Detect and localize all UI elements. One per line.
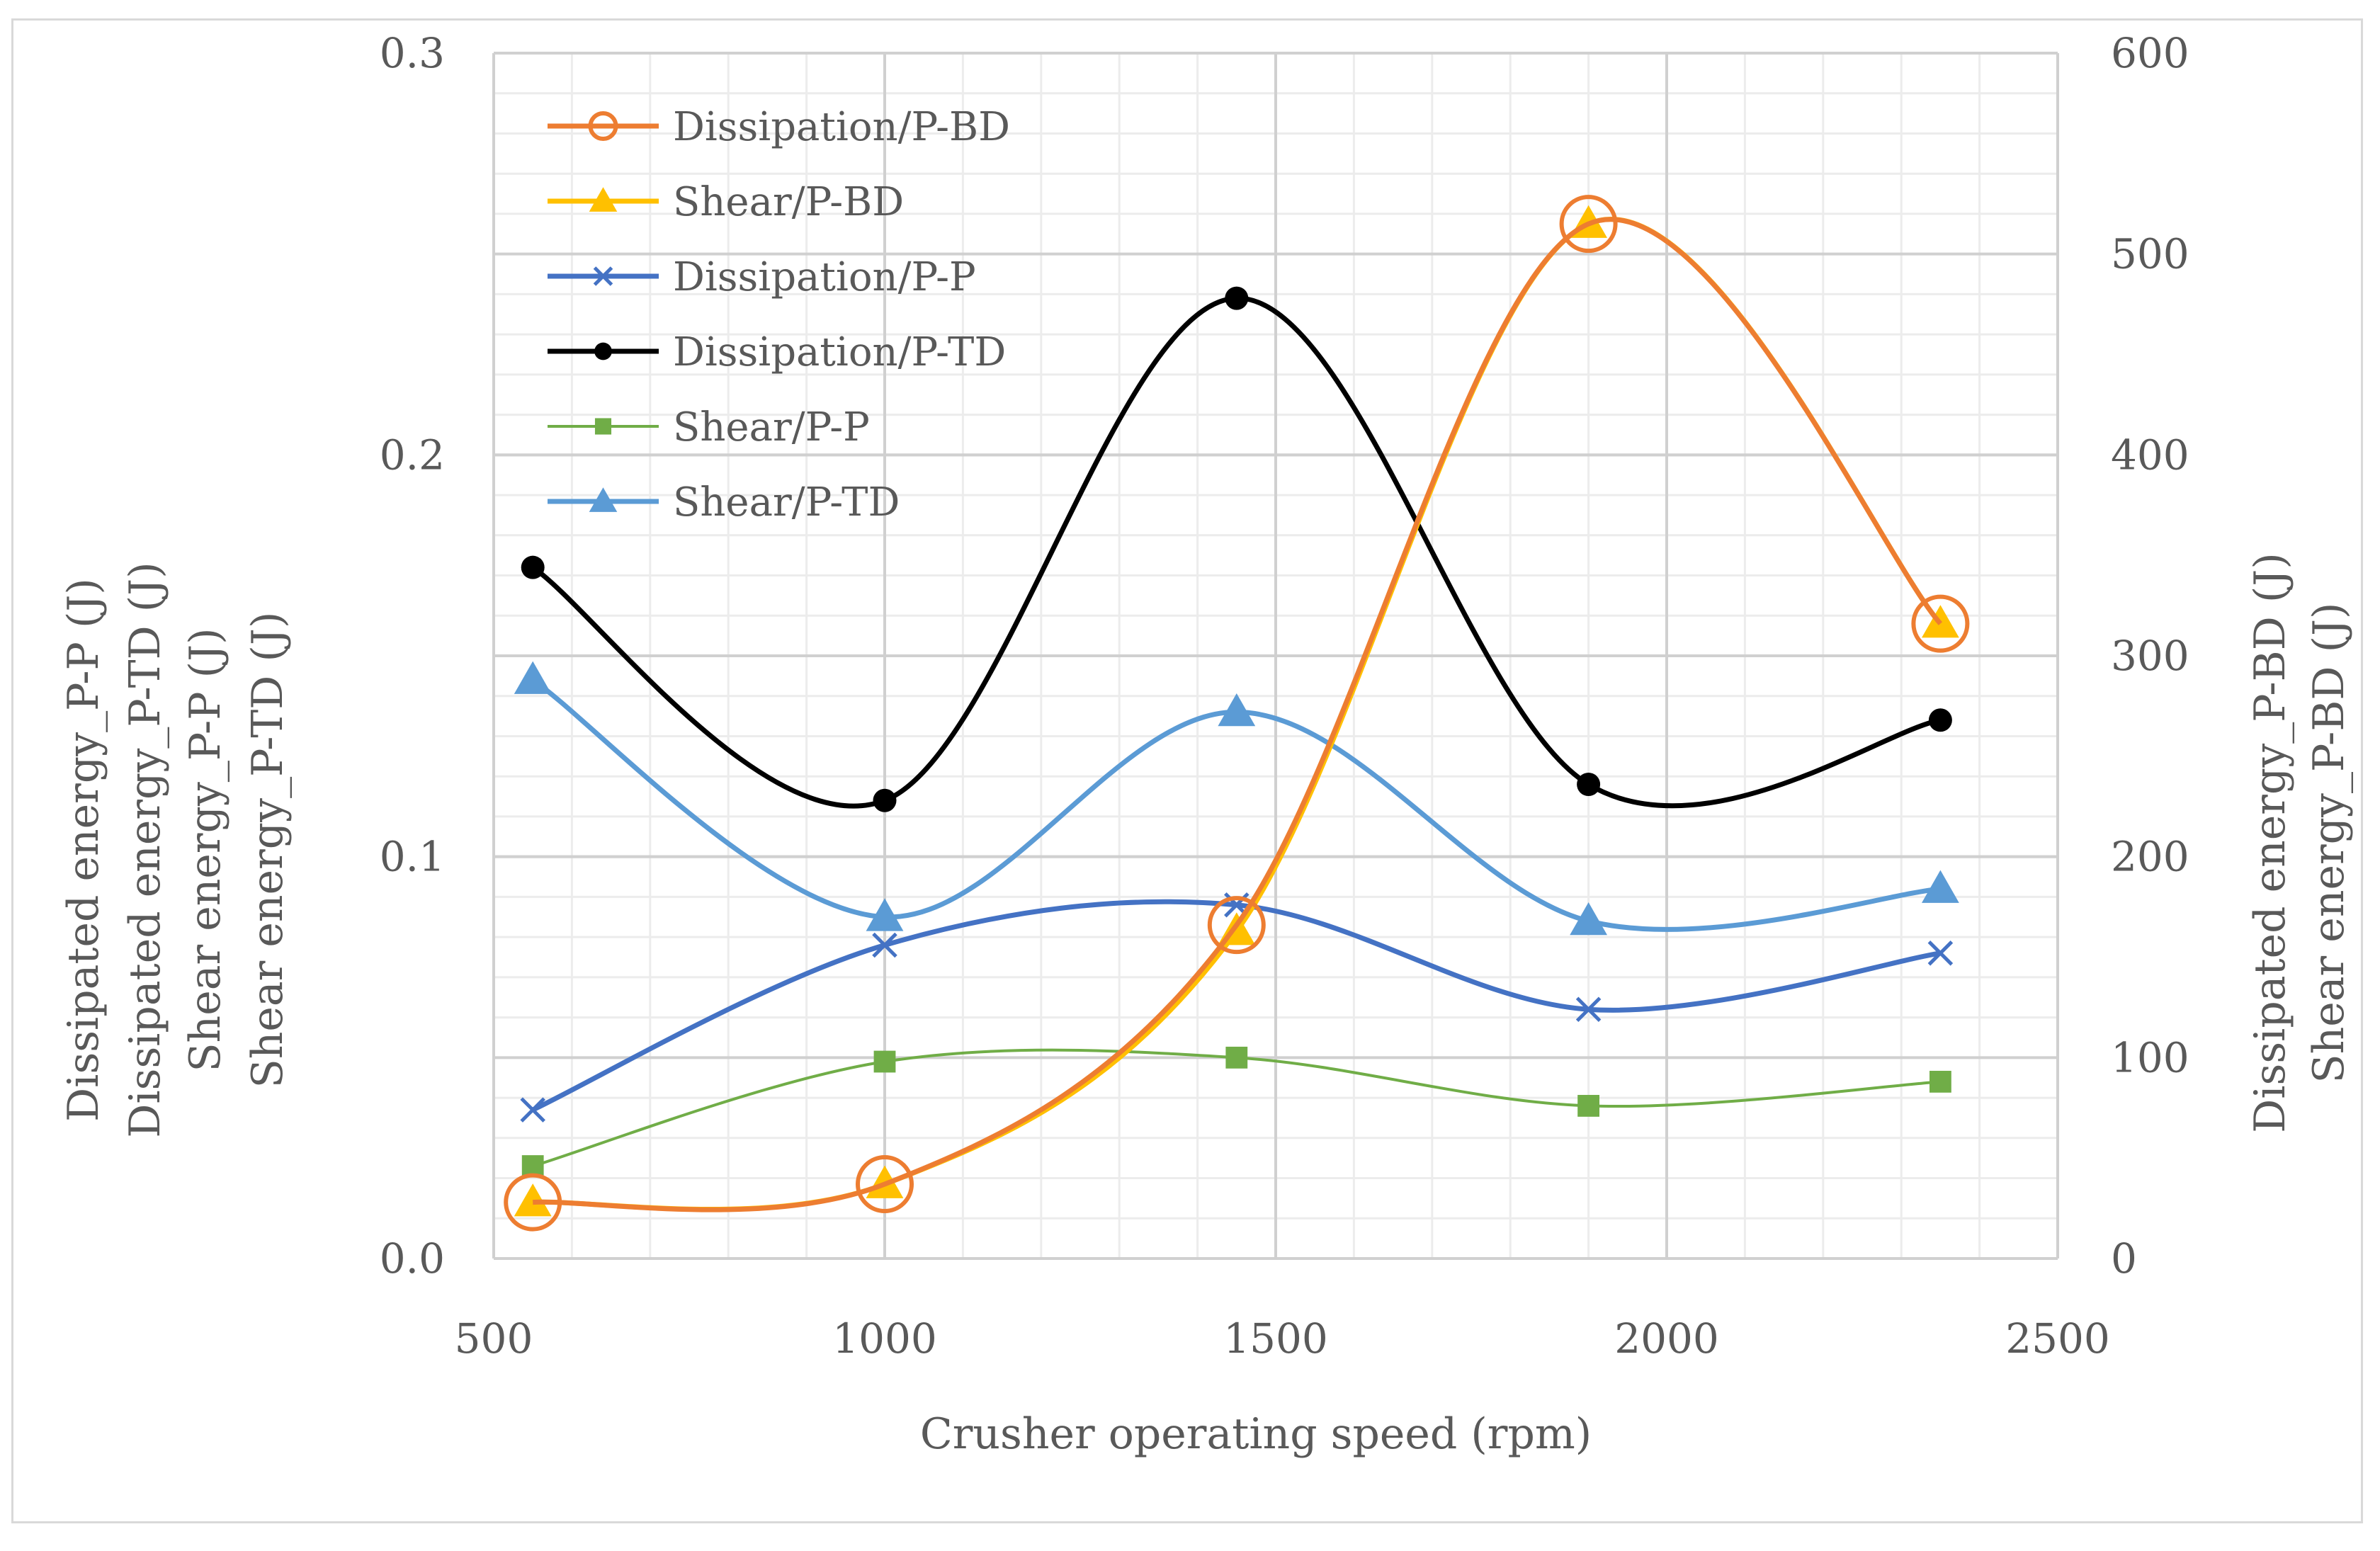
axes: Crusher operating speed (rpm) Dissipated… — [59, 29, 2354, 1459]
left-y-axis-title-3: Shear energy_P-P (J) — [181, 627, 230, 1072]
legend-marker — [589, 187, 618, 212]
series-shear-p-p — [521, 1046, 1951, 1177]
left-y-tick-label: 0.2 — [380, 431, 445, 479]
data-point — [1575, 996, 1602, 1023]
x-tick-label: 2500 — [2005, 1314, 2110, 1363]
left-y-tick-label: 0.0 — [380, 1234, 445, 1283]
series-shear-p-td — [514, 661, 1959, 936]
right-y-tick-label: 200 — [2111, 833, 2189, 881]
data-point — [1928, 708, 1952, 732]
data-point — [856, 1155, 914, 1214]
right-y-axis-title-1: Dissipated energy_P-BD (J) — [2245, 552, 2295, 1133]
legend-item: Dissipation/P-BD — [548, 104, 1010, 150]
legend-item: Shear/P-TD — [548, 479, 900, 525]
legend-item: Dissipation/P-P — [548, 254, 976, 300]
chart-frame — [11, 18, 2363, 1523]
left-y-axis-title-4: Shear energy_P-TD (J) — [243, 612, 293, 1089]
data-point — [514, 661, 552, 694]
x-tick-label: 1500 — [1223, 1314, 1328, 1363]
data-point — [873, 788, 897, 812]
left-y-axis-title-2: Dissipated energy_P-TD (J) — [120, 562, 170, 1137]
series-layer — [504, 195, 1970, 1232]
right-y-tick-label: 0 — [2111, 1234, 2137, 1283]
x-axis-title: Crusher operating speed (rpm) — [920, 1409, 1592, 1459]
legend-label: Dissipation/P-TD — [673, 329, 1006, 375]
legend-label: Shear/P-P — [673, 404, 870, 450]
legend-item: Shear/P-P — [548, 404, 870, 450]
x-marker-stroke — [593, 266, 613, 286]
series-dissipation-p-bd — [504, 195, 1970, 1232]
right-y-axis-title-2: Shear energy_P-BD (J) — [2304, 603, 2354, 1084]
data-point — [504, 1173, 562, 1232]
legend-item: Dissipation/P-TD — [548, 329, 1006, 375]
legend-label: Shear/P-BD — [673, 179, 904, 225]
right-y-tick-label: 300 — [2111, 632, 2189, 680]
data-point — [872, 932, 897, 958]
legend-marker — [593, 266, 613, 286]
right-y-tick-label: 400 — [2111, 431, 2189, 479]
legend-marker — [594, 342, 612, 360]
x-marker-stroke — [1575, 996, 1602, 1023]
x-tick-label: 2000 — [1614, 1314, 1719, 1363]
data-point — [1911, 594, 1970, 653]
data-point — [1570, 902, 1607, 936]
legend-label: Dissipation/P-P — [673, 254, 976, 300]
legend: Dissipation/P-BD Shear/P-BD Dissipation/P-… — [548, 104, 1010, 525]
data-point — [1922, 870, 1959, 903]
right-y-tick-label: 600 — [2111, 29, 2189, 77]
data-point — [866, 898, 904, 931]
right-y-tick-label: 100 — [2111, 1033, 2189, 1081]
series-dissipation-p-td — [521, 286, 1952, 812]
data-point — [520, 1097, 545, 1123]
x-tick-label: 1000 — [832, 1314, 937, 1363]
left-y-tick-label: 0.3 — [380, 29, 445, 77]
gridlines — [492, 52, 2059, 1260]
x-marker-stroke — [872, 932, 897, 958]
data-point — [1225, 1046, 1248, 1069]
series-line — [533, 217, 1943, 1212]
right-y-tick-label: 500 — [2111, 230, 2189, 278]
legend-label: Shear/P-TD — [673, 479, 900, 525]
legend-marker — [588, 111, 618, 141]
left-y-tick-label: 0.1 — [380, 833, 445, 881]
legend-marker — [594, 418, 612, 435]
x-marker-stroke — [520, 1097, 545, 1123]
legend-marker — [589, 487, 618, 512]
x-marker-stroke — [1927, 941, 1954, 966]
data-point — [1577, 773, 1601, 797]
data-point — [1559, 195, 1618, 254]
legend-item: Shear/P-BD — [548, 179, 904, 225]
data-point — [521, 555, 545, 579]
data-point — [1930, 1070, 1951, 1093]
data-point — [1927, 941, 1954, 966]
legend-label: Dissipation/P-BD — [673, 104, 1010, 150]
data-point — [1218, 693, 1256, 727]
left-y-axis-title-1: Dissipated energy_P-P (J) — [59, 578, 108, 1122]
data-point — [1577, 1095, 1599, 1117]
data-point — [1207, 896, 1266, 955]
data-point — [1225, 286, 1249, 310]
x-tick-label: 500 — [455, 1314, 533, 1363]
data-point — [873, 1050, 896, 1073]
